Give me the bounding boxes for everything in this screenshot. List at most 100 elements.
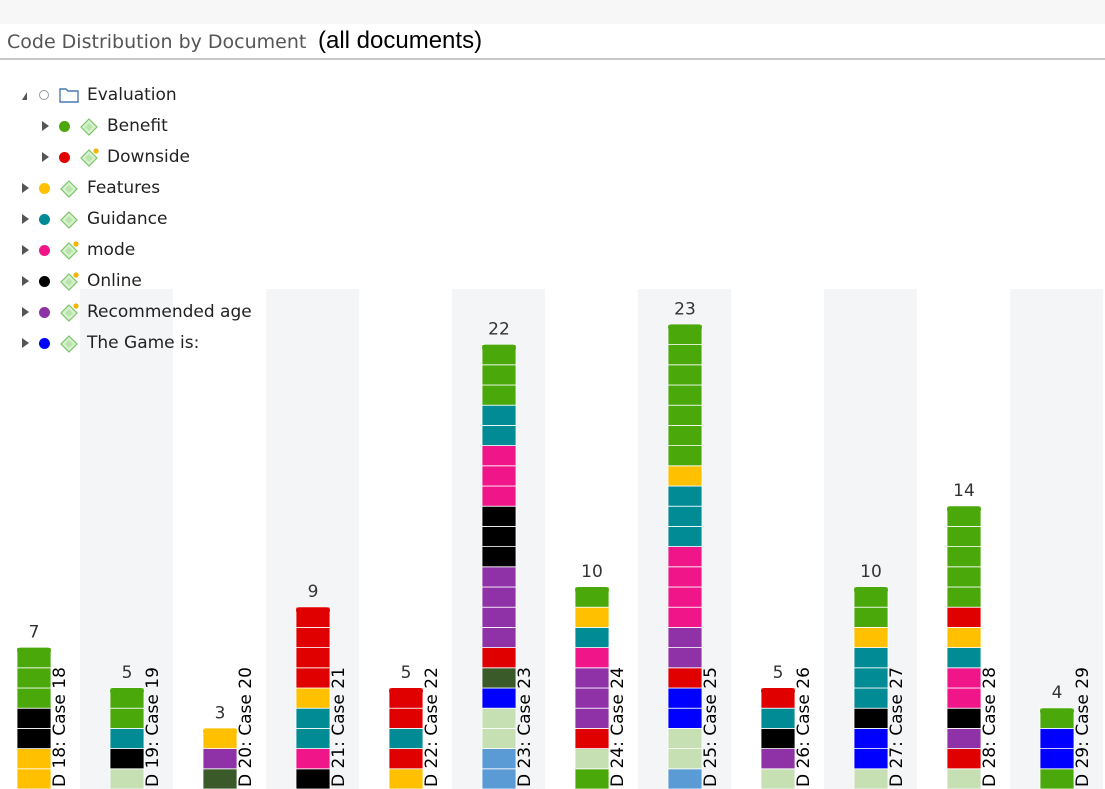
- bar-segment[interactable]: [853, 707, 889, 729]
- bar-segment[interactable]: [667, 566, 703, 588]
- bar-segment[interactable]: [667, 485, 703, 507]
- bar-segment[interactable]: [1039, 728, 1075, 750]
- bar-segment[interactable]: [16, 687, 52, 709]
- bar-segment[interactable]: [667, 687, 703, 709]
- bar-segment[interactable]: [667, 707, 703, 729]
- bar-segment[interactable]: [202, 768, 238, 789]
- bar-segment[interactable]: [946, 606, 982, 628]
- bar-segment[interactable]: [760, 707, 796, 729]
- bar-segment[interactable]: [574, 768, 610, 789]
- bar-segment[interactable]: [667, 445, 703, 467]
- bar-segment[interactable]: [667, 606, 703, 628]
- bar-segment[interactable]: [667, 505, 703, 527]
- bar-segment[interactable]: [481, 546, 517, 568]
- bar-segment[interactable]: [295, 667, 331, 689]
- bar-segment[interactable]: [667, 404, 703, 426]
- tree-item-mode[interactable]: mode: [0, 235, 280, 266]
- bar-segment[interactable]: [574, 728, 610, 750]
- bar-segment[interactable]: [481, 687, 517, 709]
- bar-segment[interactable]: [481, 606, 517, 628]
- bar-segment[interactable]: [481, 667, 517, 689]
- bar-segment[interactable]: [16, 707, 52, 729]
- bar-segment[interactable]: [109, 707, 145, 729]
- bar-segment[interactable]: [946, 728, 982, 750]
- bar-segment[interactable]: [667, 748, 703, 770]
- expand-arrow-icon[interactable]: [22, 214, 29, 224]
- bar-segment[interactable]: [481, 707, 517, 729]
- tree-item-the-game-is[interactable]: The Game is:: [0, 328, 280, 359]
- bar-segment[interactable]: [481, 627, 517, 649]
- bar-segment[interactable]: [295, 768, 331, 789]
- bar-segment[interactable]: [667, 768, 703, 789]
- expand-arrow-icon[interactable]: [22, 307, 29, 317]
- bar-segment[interactable]: [853, 768, 889, 789]
- bar-segment[interactable]: [202, 748, 238, 770]
- bar-segment[interactable]: [574, 667, 610, 689]
- tree-item-features[interactable]: Features: [0, 173, 280, 204]
- bar-segment[interactable]: [853, 647, 889, 669]
- bar-segment[interactable]: [667, 627, 703, 649]
- bar-segment[interactable]: [574, 627, 610, 649]
- bar-segment[interactable]: [853, 667, 889, 689]
- bar-segment[interactable]: [946, 687, 982, 709]
- bar-segment[interactable]: [667, 344, 703, 366]
- bar-segment[interactable]: [853, 687, 889, 709]
- tree-item-guidance[interactable]: Guidance: [0, 204, 280, 235]
- bar-segment[interactable]: [16, 667, 52, 689]
- bar-segment[interactable]: [667, 647, 703, 669]
- bar-segment[interactable]: [574, 748, 610, 770]
- bar-segment[interactable]: [946, 748, 982, 770]
- bar-segment[interactable]: [481, 485, 517, 507]
- bar-segment[interactable]: [388, 707, 424, 729]
- bar-segment[interactable]: [946, 525, 982, 547]
- bar-segment[interactable]: [481, 748, 517, 770]
- bar-segment[interactable]: [667, 384, 703, 406]
- bar-segment[interactable]: [388, 728, 424, 750]
- bar-segment[interactable]: [946, 647, 982, 669]
- bar-segment[interactable]: [481, 505, 517, 527]
- bar-segment[interactable]: [295, 748, 331, 770]
- bar-segment[interactable]: [481, 465, 517, 487]
- bar-segment[interactable]: [667, 364, 703, 386]
- bar-segment[interactable]: [1039, 748, 1075, 770]
- tree-item-recommended-age[interactable]: Recommended age: [0, 297, 280, 328]
- bar-segment[interactable]: [481, 424, 517, 446]
- bar-segment[interactable]: [667, 465, 703, 487]
- bar-segment[interactable]: [295, 687, 331, 709]
- bar-segment[interactable]: [1039, 768, 1075, 789]
- bar-segment[interactable]: [574, 647, 610, 669]
- bar-segment[interactable]: [946, 627, 982, 649]
- bar-segment[interactable]: [481, 384, 517, 406]
- bar-segment[interactable]: [295, 627, 331, 649]
- bar-segment[interactable]: [946, 566, 982, 588]
- bar-segment[interactable]: [760, 768, 796, 789]
- bar-segment[interactable]: [946, 667, 982, 689]
- bar-segment[interactable]: [946, 707, 982, 729]
- bar-segment[interactable]: [667, 525, 703, 547]
- tree-item-downside[interactable]: Downside: [0, 142, 280, 173]
- bar-segment[interactable]: [481, 364, 517, 386]
- tree-item-online[interactable]: Online: [0, 266, 280, 297]
- bar-segment[interactable]: [946, 586, 982, 608]
- bar-segment[interactable]: [481, 404, 517, 426]
- bar-segment[interactable]: [667, 546, 703, 568]
- expand-arrow-icon[interactable]: [22, 183, 29, 193]
- bar-segment[interactable]: [109, 748, 145, 770]
- bar-segment[interactable]: [481, 647, 517, 669]
- bar-segment[interactable]: [760, 748, 796, 770]
- bar-segment[interactable]: [481, 728, 517, 750]
- bar-segment[interactable]: [667, 586, 703, 608]
- bar-segment[interactable]: [853, 748, 889, 770]
- bar-segment[interactable]: [481, 566, 517, 588]
- bar-segment[interactable]: [574, 707, 610, 729]
- bar-segment[interactable]: [109, 728, 145, 750]
- bar-segment[interactable]: [760, 728, 796, 750]
- bar-segment[interactable]: [853, 606, 889, 628]
- bar-segment[interactable]: [16, 768, 52, 789]
- bar-segment[interactable]: [16, 728, 52, 750]
- bar-segment[interactable]: [388, 748, 424, 770]
- bar-segment[interactable]: [667, 728, 703, 750]
- bar-segment[interactable]: [853, 627, 889, 649]
- bar-segment[interactable]: [481, 525, 517, 547]
- bar-segment[interactable]: [946, 768, 982, 789]
